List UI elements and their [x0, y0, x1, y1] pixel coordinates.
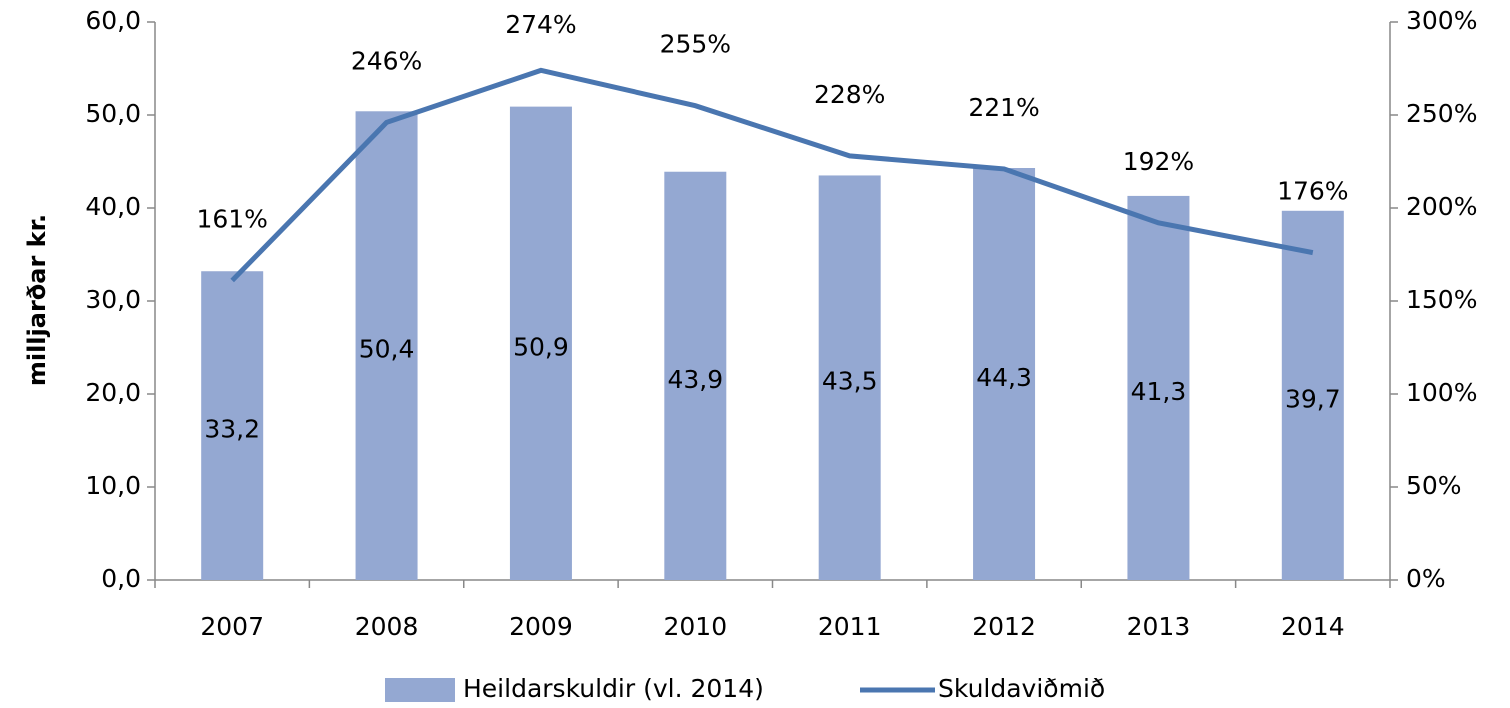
line-value-label: 255%	[660, 30, 731, 59]
y-tick-label: 40,0	[85, 192, 141, 221]
y2-tick-label: 0%	[1406, 564, 1446, 593]
x-tick-label: 2007	[200, 612, 264, 641]
x-tick-label: 2008	[355, 612, 419, 641]
line	[230, 67, 1314, 283]
bar-value-label: 41,3	[1131, 377, 1187, 406]
bar-value-label: 44,3	[976, 363, 1032, 392]
y-tick-label: 10,0	[85, 471, 141, 500]
line-value-label: 192%	[1123, 147, 1194, 176]
bar-value-label: 50,4	[359, 335, 415, 364]
bar	[355, 111, 418, 580]
line-value-label: 176%	[1277, 177, 1348, 206]
bar	[509, 106, 572, 580]
x-tick-label: 2014	[1281, 612, 1345, 641]
line-value-label: 221%	[968, 93, 1039, 122]
y2-tick-label: 300%	[1406, 6, 1477, 35]
line-value-label: 161%	[196, 205, 267, 234]
y-tick-label: 20,0	[85, 378, 141, 407]
y-tick-label: 60,0	[85, 6, 141, 35]
line-value-label: 246%	[351, 46, 422, 75]
line-value-label: 274%	[505, 10, 576, 39]
bar-value-label: 39,7	[1285, 384, 1341, 413]
legend-label: Skuldaviðmið	[938, 674, 1105, 703]
x-tick-label: 2009	[509, 612, 573, 641]
x-tick-label: 2013	[1127, 612, 1191, 641]
y2-tick-label: 250%	[1406, 99, 1477, 128]
y2-tick-label: 50%	[1406, 471, 1462, 500]
bar-value-label: 43,5	[822, 367, 878, 396]
legend-swatch	[385, 678, 455, 702]
y2-tick-label: 200%	[1406, 192, 1477, 221]
bar-value-label: 50,9	[513, 332, 569, 361]
y-tick-label: 30,0	[85, 285, 141, 314]
y2-tick-label: 100%	[1406, 378, 1477, 407]
bar	[973, 168, 1036, 580]
bar	[1127, 195, 1190, 580]
bar	[818, 175, 881, 580]
x-tick-label: 2010	[664, 612, 728, 641]
bar	[1281, 210, 1344, 581]
bar-value-label: 43,9	[667, 365, 723, 394]
bar	[664, 171, 727, 581]
line-value-label: 228%	[814, 80, 885, 109]
y-tick-label: 50,0	[85, 99, 141, 128]
x-tick-label: 2011	[818, 612, 882, 641]
bar	[201, 271, 264, 580]
y-tick-label: 0,0	[101, 564, 141, 593]
y2-tick-label: 150%	[1406, 285, 1477, 314]
bar-value-label: 33,2	[204, 415, 260, 444]
x-tick-label: 2012	[972, 612, 1036, 641]
y-axis-label: milljarðar kr.	[23, 214, 51, 386]
legend-label: Heildarskuldir (vl. 2014)	[463, 674, 764, 703]
